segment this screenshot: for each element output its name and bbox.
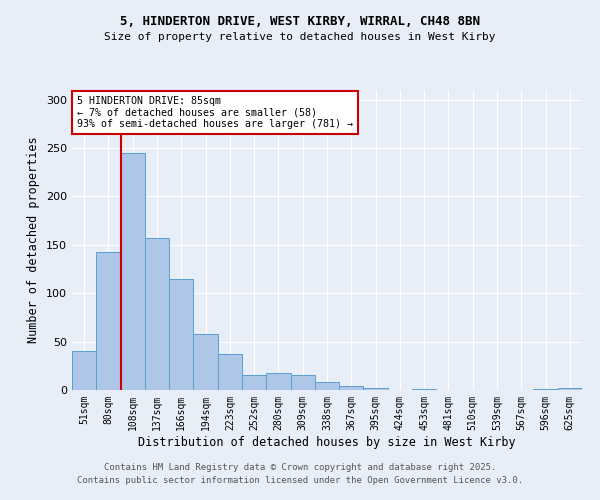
Bar: [121, 153, 145, 390]
Text: 5 HINDERTON DRIVE: 85sqm
← 7% of detached houses are smaller (58)
93% of semi-de: 5 HINDERTON DRIVE: 85sqm ← 7% of detache…: [77, 96, 353, 129]
Bar: [96, 252, 121, 390]
Y-axis label: Number of detached properties: Number of detached properties: [28, 136, 40, 344]
X-axis label: Distribution of detached houses by size in West Kirby: Distribution of detached houses by size …: [138, 436, 516, 448]
Bar: [218, 354, 242, 390]
Bar: [533, 389, 558, 390]
Bar: [266, 372, 290, 390]
Text: Contains public sector information licensed under the Open Government Licence v3: Contains public sector information licen…: [77, 476, 523, 485]
Bar: [315, 382, 339, 390]
Bar: [72, 352, 96, 390]
Bar: [412, 389, 436, 390]
Bar: [290, 374, 315, 390]
Text: 5, HINDERTON DRIVE, WEST KIRBY, WIRRAL, CH48 8BN: 5, HINDERTON DRIVE, WEST KIRBY, WIRRAL, …: [120, 15, 480, 28]
Bar: [339, 386, 364, 390]
Bar: [169, 278, 193, 390]
Bar: [242, 374, 266, 390]
Text: Contains HM Land Registry data © Crown copyright and database right 2025.: Contains HM Land Registry data © Crown c…: [104, 464, 496, 472]
Bar: [364, 388, 388, 390]
Bar: [193, 334, 218, 390]
Text: Size of property relative to detached houses in West Kirby: Size of property relative to detached ho…: [104, 32, 496, 42]
Bar: [145, 238, 169, 390]
Bar: [558, 388, 582, 390]
